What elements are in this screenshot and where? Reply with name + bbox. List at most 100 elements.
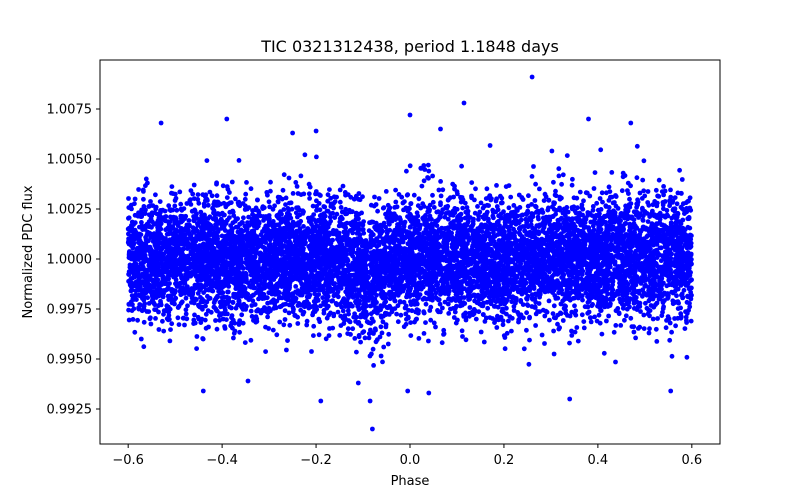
- data-point: [220, 183, 226, 189]
- data-point: [294, 184, 300, 189]
- data-point: [433, 324, 438, 330]
- data-point: [345, 326, 351, 332]
- data-point: [183, 307, 189, 313]
- data-point: [416, 196, 422, 202]
- data-point: [431, 320, 437, 326]
- data-point: [195, 197, 201, 202]
- data-point: [404, 192, 410, 198]
- data-point: [229, 179, 235, 185]
- data-point: [646, 330, 652, 336]
- data-point: [609, 252, 614, 258]
- data-point: [386, 331, 392, 337]
- data-point: [622, 317, 627, 323]
- data-points: [125, 74, 694, 432]
- data-point: [419, 183, 425, 189]
- data-point: [157, 199, 163, 205]
- data-point: [141, 196, 146, 202]
- data-point: [640, 177, 646, 183]
- data-point: [224, 195, 230, 201]
- data-point: [194, 334, 200, 339]
- data-point: [378, 353, 384, 359]
- data-point: [340, 308, 346, 314]
- data-point: [416, 336, 422, 341]
- data-point: [682, 211, 687, 217]
- data-point: [356, 216, 361, 222]
- data-point: [306, 181, 312, 187]
- data-point: [684, 354, 690, 360]
- data-point: [167, 338, 173, 344]
- data-point: [484, 209, 490, 215]
- data-point: [634, 175, 640, 181]
- data-point: [561, 306, 567, 311]
- data-point: [627, 196, 632, 202]
- data-point: [372, 326, 378, 332]
- data-point: [557, 325, 562, 331]
- data-point: [248, 308, 254, 314]
- data-point: [560, 318, 566, 323]
- data-point: [196, 200, 202, 206]
- data-point: [469, 180, 475, 186]
- data-point: [604, 318, 609, 324]
- data-point: [194, 346, 200, 351]
- data-point: [354, 349, 359, 355]
- data-point: [428, 304, 434, 310]
- data-point: [316, 332, 322, 338]
- data-point: [430, 173, 435, 179]
- data-point: [481, 339, 487, 345]
- data-point: [324, 305, 330, 311]
- data-point: [377, 334, 383, 340]
- data-point: [547, 317, 552, 323]
- data-point: [215, 229, 221, 235]
- data-point: [334, 194, 339, 200]
- data-point: [556, 166, 562, 172]
- data-point: [525, 210, 530, 216]
- data-point: [607, 189, 613, 195]
- data-point: [451, 258, 457, 263]
- data-point: [476, 309, 482, 315]
- data-point: [318, 193, 323, 198]
- data-point: [379, 330, 385, 336]
- data-point: [601, 350, 607, 356]
- data-point: [613, 323, 619, 328]
- data-point: [439, 340, 445, 346]
- data-point: [487, 143, 493, 148]
- data-point: [274, 332, 280, 338]
- data-point: [494, 204, 500, 209]
- data-point: [570, 176, 575, 182]
- data-point: [537, 186, 542, 192]
- data-point: [268, 179, 273, 185]
- data-point: [440, 305, 445, 311]
- data-point: [542, 341, 547, 346]
- data-point: [126, 317, 132, 323]
- data-point: [459, 163, 464, 169]
- data-point: [411, 192, 417, 198]
- data-point: [285, 206, 291, 211]
- data-point: [571, 195, 577, 201]
- data-point: [293, 210, 299, 216]
- data-point: [310, 232, 316, 238]
- data-point: [195, 221, 200, 227]
- data-point: [502, 346, 508, 352]
- data-point: [590, 207, 596, 213]
- data-point: [663, 325, 669, 331]
- data-point: [656, 194, 662, 199]
- data-point: [521, 346, 527, 352]
- chart-title: TIC 0321312438, period 1.1848 days: [260, 37, 559, 56]
- data-point: [383, 189, 389, 194]
- data-point: [185, 303, 190, 309]
- data-point: [231, 335, 236, 341]
- data-point: [540, 210, 546, 215]
- data-point: [342, 317, 347, 323]
- data-point: [499, 200, 505, 206]
- data-point: [581, 319, 587, 324]
- data-point: [214, 326, 220, 332]
- data-point: [318, 303, 323, 309]
- data-point: [533, 323, 538, 328]
- data-point: [309, 349, 314, 354]
- data-point: [478, 329, 484, 335]
- data-point: [667, 337, 673, 343]
- data-point: [350, 326, 356, 332]
- data-point: [248, 337, 254, 343]
- data-point: [172, 203, 178, 209]
- data-point: [213, 318, 218, 323]
